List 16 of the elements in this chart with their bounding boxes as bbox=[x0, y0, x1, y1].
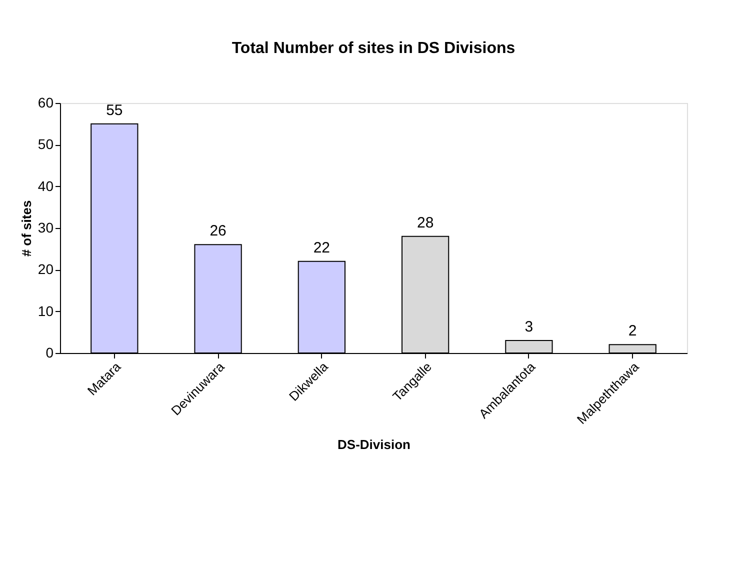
data-label: 55 bbox=[106, 102, 123, 119]
y-tick-label: 10 bbox=[38, 302, 54, 319]
y-tick-label: 50 bbox=[38, 136, 54, 152]
data-label: 22 bbox=[313, 239, 330, 256]
data-label: 3 bbox=[524, 318, 534, 336]
y-tick-label: 20 bbox=[38, 261, 54, 278]
y-tick-label: 0 bbox=[46, 344, 54, 360]
y-tick-label: 40 bbox=[38, 178, 54, 194]
y-tick-label: 60 bbox=[38, 94, 54, 110]
x-axis-title: DS-Division bbox=[338, 436, 411, 452]
data-label: 26 bbox=[210, 222, 226, 240]
data-label: 2 bbox=[628, 322, 637, 340]
y-axis-title: # of sites bbox=[18, 200, 34, 257]
y-tick-label: 30 bbox=[38, 220, 54, 236]
chart-title: Total Number of sites in DS Divisions bbox=[232, 40, 516, 57]
data-label: 28 bbox=[416, 214, 434, 232]
